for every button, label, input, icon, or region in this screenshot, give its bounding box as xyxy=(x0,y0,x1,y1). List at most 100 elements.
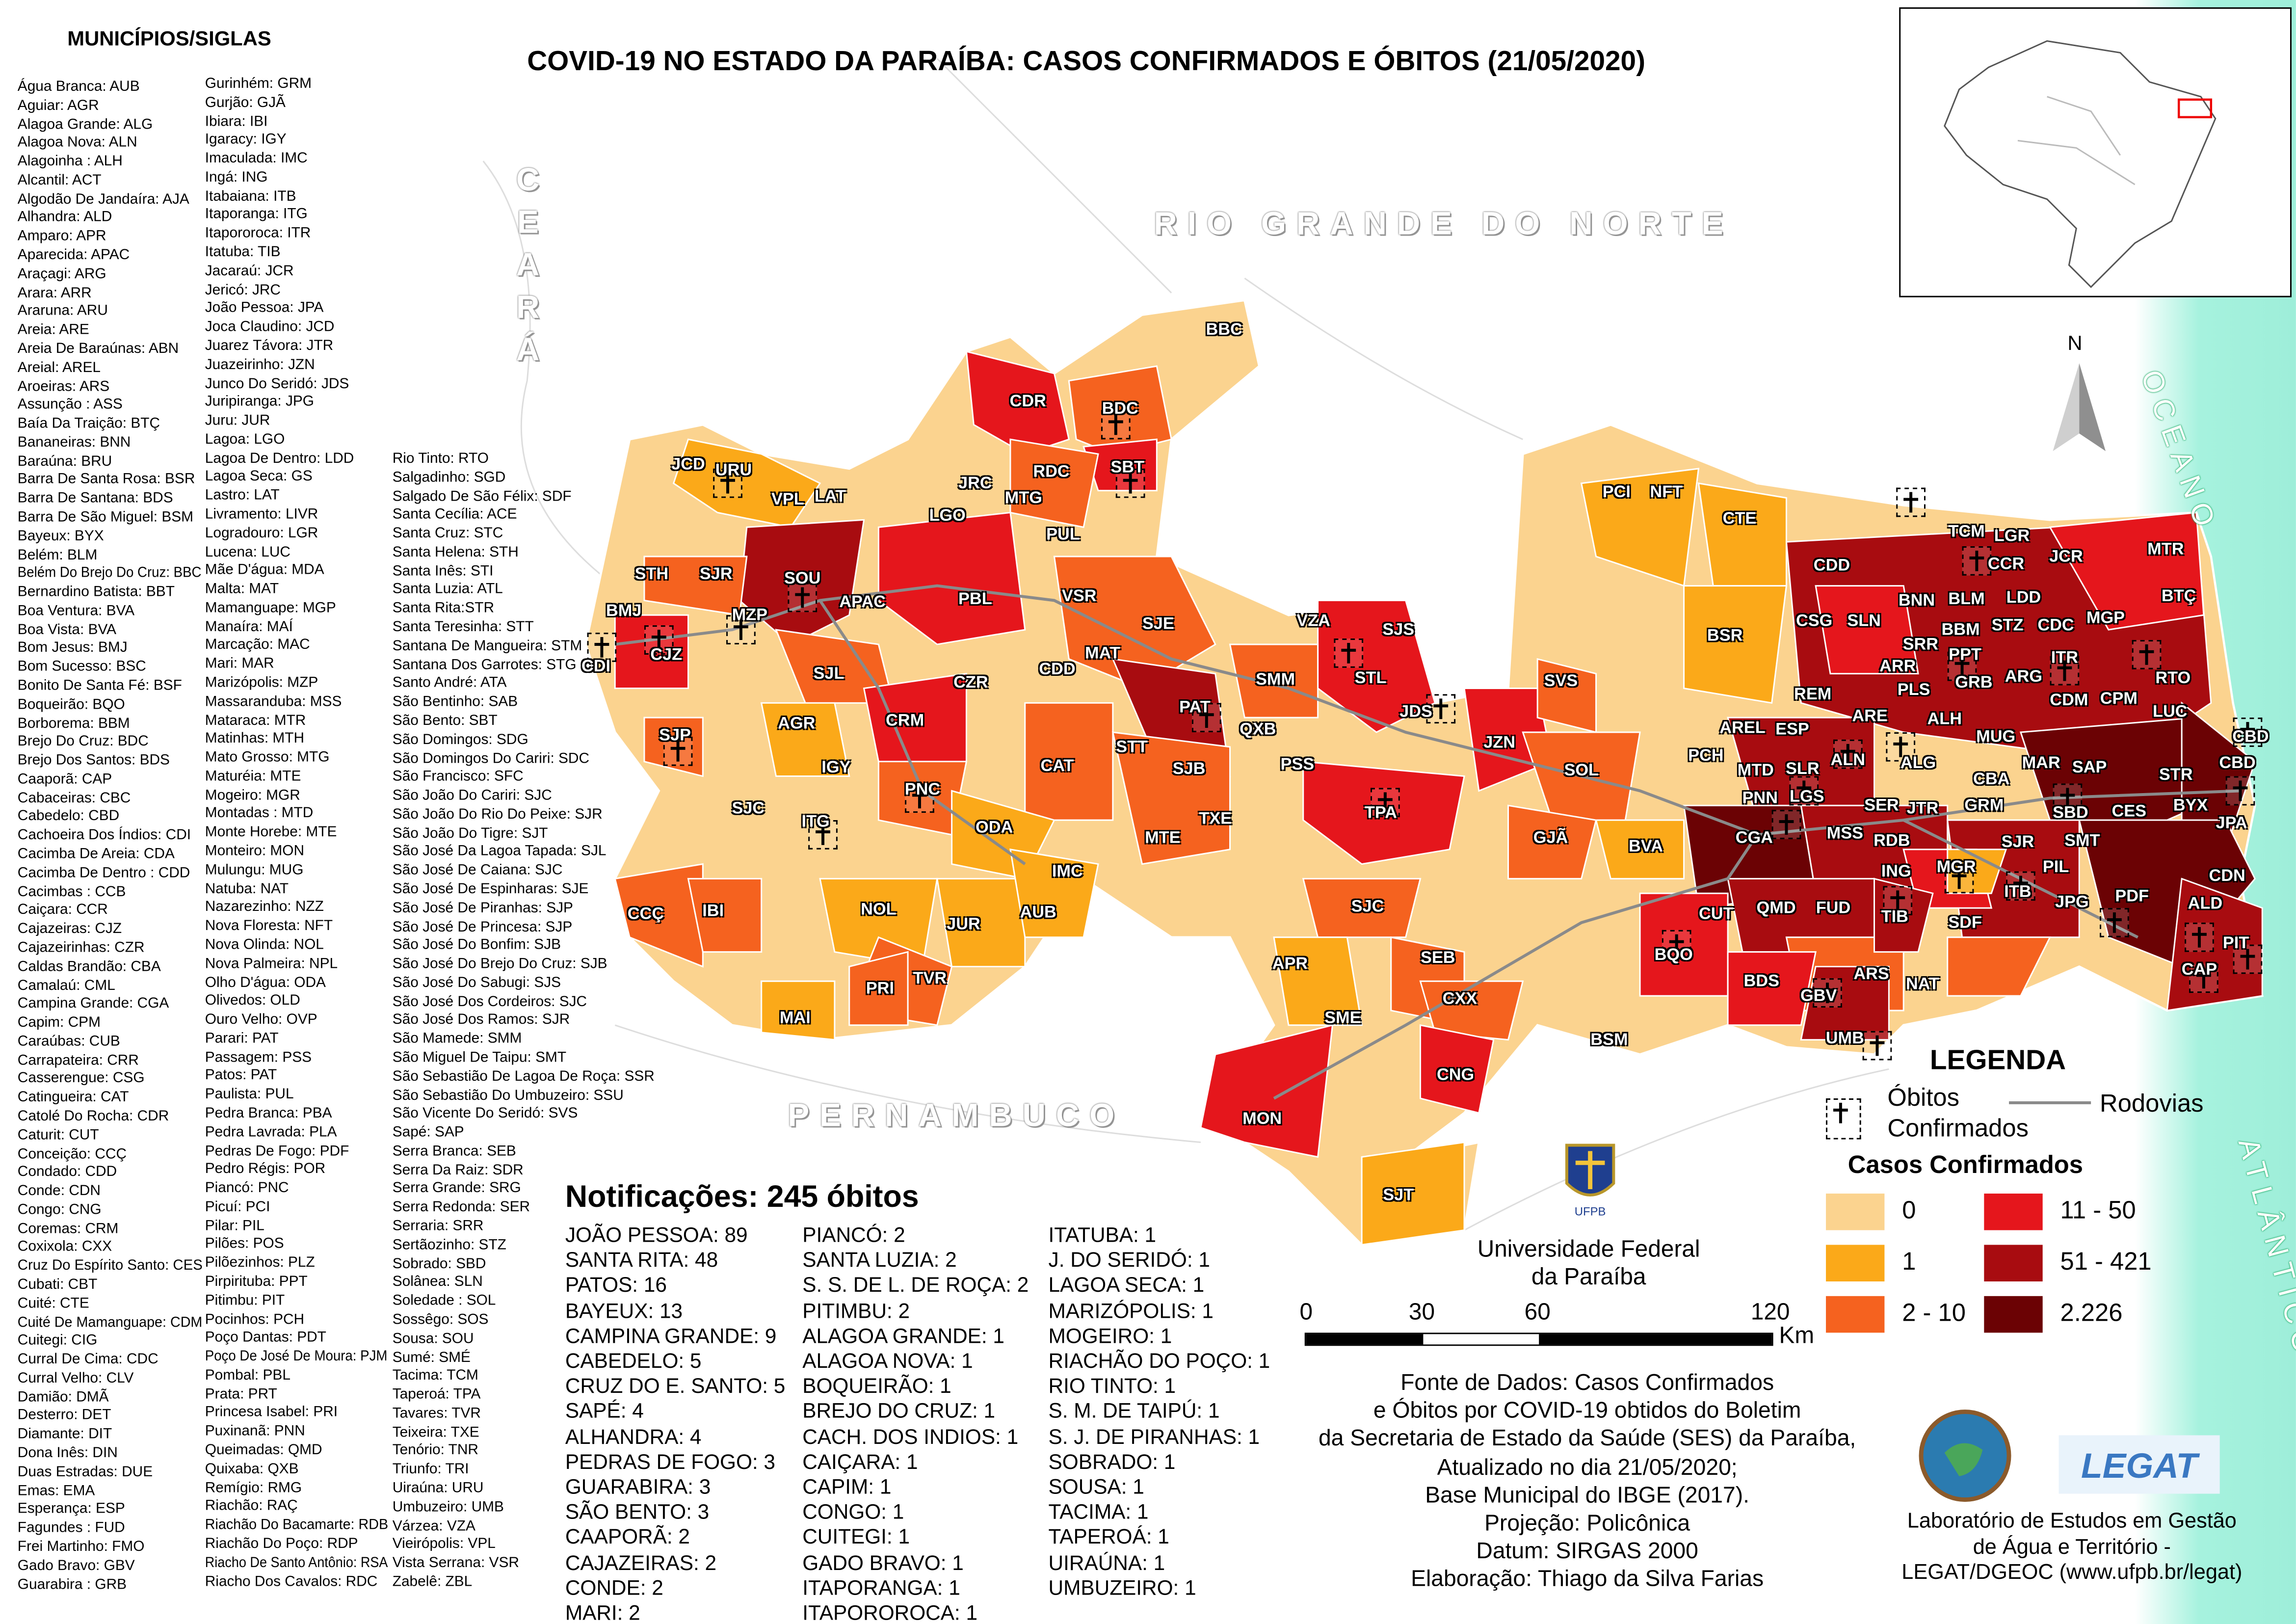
municipality-label: APR xyxy=(1272,956,1308,973)
municipality-area[interactable] xyxy=(1595,819,1685,879)
list-item: CACH. DOS INDIOS: 1 xyxy=(802,1426,1019,1450)
municipality-area[interactable] xyxy=(1009,848,1099,938)
municipality-area[interactable] xyxy=(761,980,836,1041)
municipality-label: PLS xyxy=(1897,682,1930,699)
municipality-label: PBL xyxy=(958,591,992,609)
list-item: Solânea: SLN xyxy=(392,1275,483,1291)
list-item: TAPEROÁ: 1 xyxy=(1048,1526,1169,1550)
list-item: ALHANDRA: 4 xyxy=(565,1426,702,1450)
municipality-label: PCI xyxy=(1602,484,1631,502)
death-cross-icon xyxy=(2050,656,2080,686)
municipality-area[interactable] xyxy=(1800,965,1890,1041)
municipality-area[interactable] xyxy=(1507,804,1597,879)
municipality-label: VZA xyxy=(1296,612,1330,631)
municipality-area[interactable] xyxy=(1683,585,1788,704)
municipality-label: SDF xyxy=(1948,914,1982,932)
death-cross-icon xyxy=(2132,640,2162,669)
municipality-area[interactable] xyxy=(936,878,1026,967)
list-item: SAPÉ: 4 xyxy=(565,1400,644,1424)
municipality-area[interactable] xyxy=(1273,936,1363,1026)
list-item: de Água e Território - xyxy=(1973,1535,2171,1559)
municipality-label: BMJ xyxy=(606,602,642,620)
legend-swatch xyxy=(1984,1296,2043,1333)
list-item: SANTA LUZIA: 2 xyxy=(802,1249,957,1273)
municipality-area[interactable] xyxy=(1053,556,1216,690)
list-item: Diamante: DIT xyxy=(17,1427,112,1443)
municipality-area[interactable] xyxy=(1111,731,1231,865)
municipality-area[interactable] xyxy=(877,511,1026,645)
municipality-area[interactable] xyxy=(1947,936,2052,997)
municipality-area[interactable] xyxy=(1229,643,1319,719)
municipality-area[interactable] xyxy=(614,614,689,689)
municipality-label: JRC xyxy=(958,475,992,493)
municipality-area[interactable] xyxy=(1419,980,1524,1041)
municipality-area[interactable] xyxy=(1009,438,1099,528)
municipality-label: SJP xyxy=(659,727,691,745)
municipality-label: ALG xyxy=(1900,755,1936,773)
municipality-area[interactable] xyxy=(1727,951,1817,1026)
list-item: S. S. DE L. DE ROÇA: 2 xyxy=(802,1275,1029,1299)
municipality-label: QMD xyxy=(1756,900,1796,918)
municipality-area[interactable] xyxy=(1815,585,1919,675)
municipality-area[interactable] xyxy=(687,878,763,953)
municipality-area[interactable] xyxy=(1302,878,1422,938)
municipality-label: PAT xyxy=(1179,699,1211,717)
municipality-label: CES xyxy=(2111,803,2147,821)
list-item: ITAPOROROCA: 1 xyxy=(802,1602,978,1624)
notifications-title: Notificações: 245 óbitos xyxy=(565,1180,919,1214)
municipality-label: RTO xyxy=(2155,670,2191,688)
list-item: Catolé Do Rocha: CDR xyxy=(17,1108,169,1125)
municipality-area[interactable] xyxy=(1697,482,1787,587)
list-item: Queimadas: QMD xyxy=(205,1442,322,1459)
list-item: Jacaraú: JCR xyxy=(205,263,294,280)
municipality-label: TIB xyxy=(1881,908,1908,927)
municipality-area[interactable] xyxy=(1947,849,2007,894)
municipality-label: CAP xyxy=(2181,961,2217,979)
ufpb-logo: UFPB xyxy=(1565,1144,1615,1219)
list-item: Poço De José De Moura: PJM xyxy=(205,1349,388,1365)
list-item: Atualizado no dia 21/05/2020; xyxy=(1437,1455,1738,1480)
municipality-label: PDF xyxy=(2115,888,2149,906)
municipality-label: SJR xyxy=(699,566,733,584)
list-item: BREJO DO CRUZ: 1 xyxy=(802,1400,996,1424)
death-cross-icon xyxy=(726,615,756,644)
list-item: Gurinhém: GRM xyxy=(205,76,312,92)
municipality-label: CXX xyxy=(1442,990,1478,1009)
municipality-area[interactable] xyxy=(1361,1141,1465,1246)
list-item: CAAPORÃ: 2 xyxy=(565,1526,690,1550)
municipality-area[interactable] xyxy=(2049,511,2205,631)
municipality-area[interactable] xyxy=(1200,1024,1334,1158)
data-source: Fonte de Dados: Casos Confirmados e Óbito… xyxy=(1294,1369,1880,1594)
municipality-label: LGS xyxy=(1789,788,1824,806)
list-item: Areia: ARE xyxy=(17,322,89,339)
label-pernambuco: PERNAMBUCO xyxy=(788,1097,1125,1134)
municipality-label: SOL xyxy=(1564,762,1599,780)
municipality-area[interactable] xyxy=(2166,878,2263,1012)
list-item: Santa Cruz: STC xyxy=(392,526,503,542)
legend-cases-title: Casos Confirmados xyxy=(1847,1151,2084,1179)
list-item: Picuí: PCI xyxy=(205,1199,270,1216)
list-item: João Pessoa: JPA xyxy=(205,300,324,317)
municipality-area[interactable] xyxy=(614,863,704,968)
death-cross-icon xyxy=(1862,1031,1892,1061)
north-arrow-icon xyxy=(2053,363,2106,452)
list-item: Araçagi: ARG xyxy=(17,266,106,283)
municipality-area[interactable] xyxy=(1874,878,1934,953)
list-item: Olivedos: OLD xyxy=(205,993,300,1010)
municipality-label: CNG xyxy=(1436,1066,1475,1085)
list-item: Sossêgo: SOS xyxy=(392,1312,489,1329)
municipality-area[interactable] xyxy=(1419,1024,1495,1114)
municipality-label: CDM xyxy=(2050,692,2088,710)
list-item: S. J. DE PIRANHAS: 1 xyxy=(1048,1426,1260,1450)
municipality-area[interactable] xyxy=(1024,702,1114,821)
municipality-area[interactable] xyxy=(643,717,704,777)
municipality-area[interactable] xyxy=(848,951,909,1026)
death-cross-icon xyxy=(1771,810,1801,839)
municipality-area[interactable] xyxy=(760,702,850,777)
list-item: Pitimbu: PIT xyxy=(205,1293,285,1309)
death-cross-icon xyxy=(1962,546,1992,576)
list-item: CAJAZEIRAS: 2 xyxy=(565,1551,717,1575)
municipality-area[interactable] xyxy=(643,556,748,616)
list-item: Puxinanã: PNN xyxy=(205,1424,305,1440)
list-item: Pilar: PIL xyxy=(205,1218,264,1234)
